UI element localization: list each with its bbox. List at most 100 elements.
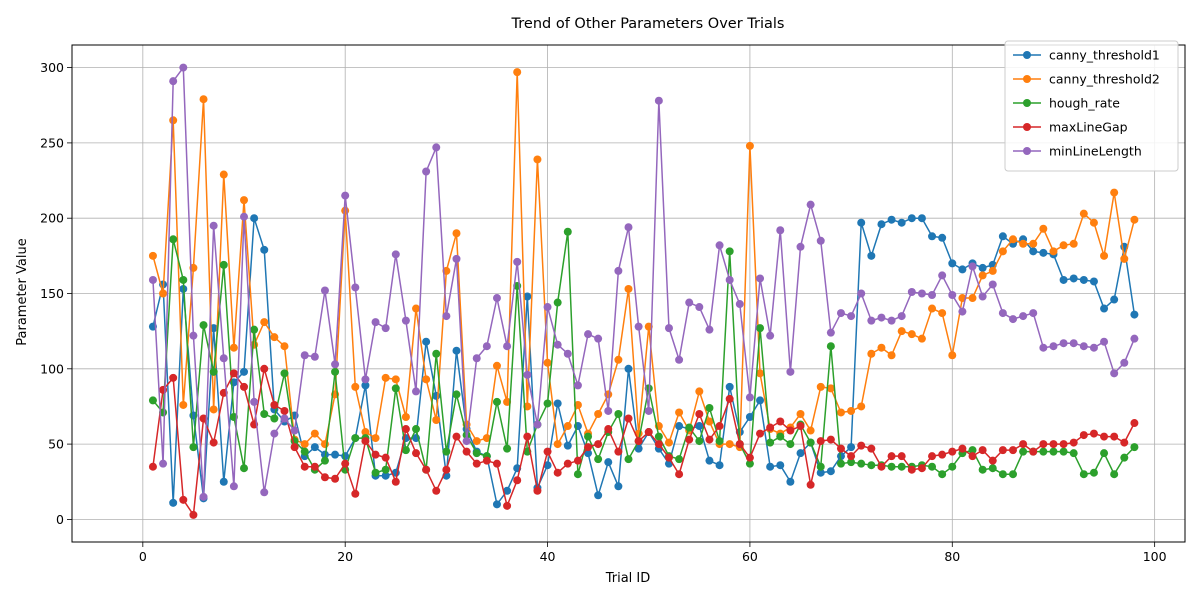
data-point bbox=[978, 465, 987, 474]
data-point bbox=[179, 495, 188, 504]
data-point bbox=[644, 406, 653, 415]
data-point bbox=[209, 438, 218, 447]
data-point bbox=[917, 464, 926, 473]
data-point bbox=[938, 309, 947, 318]
data-point bbox=[695, 387, 704, 396]
legend-item-minlinelength: minLineLength bbox=[1013, 144, 1142, 159]
data-point bbox=[1039, 447, 1048, 456]
data-point bbox=[998, 470, 1007, 479]
data-point bbox=[695, 409, 704, 418]
data-point bbox=[826, 384, 835, 393]
data-point bbox=[452, 254, 461, 263]
data-point bbox=[391, 250, 400, 259]
data-point bbox=[209, 221, 218, 230]
data-point bbox=[1120, 438, 1129, 447]
data-point bbox=[897, 462, 906, 471]
legend: canny_threshold1 canny_threshold2 hough_ra… bbox=[1004, 40, 1179, 172]
data-point bbox=[634, 322, 643, 331]
data-point bbox=[1120, 254, 1129, 263]
data-point bbox=[189, 510, 198, 519]
data-point bbox=[199, 492, 208, 501]
data-point bbox=[756, 324, 765, 333]
legend-label: canny_threshold2 bbox=[1049, 72, 1160, 87]
data-point bbox=[897, 218, 906, 227]
data-point bbox=[240, 382, 249, 391]
series-maxlinegap bbox=[148, 364, 1139, 519]
data-point bbox=[826, 342, 835, 351]
data-point bbox=[928, 291, 937, 300]
data-point bbox=[412, 425, 421, 434]
data-point bbox=[695, 437, 704, 446]
y-tick-label: 100 bbox=[40, 361, 64, 376]
data-point bbox=[604, 425, 613, 434]
legend-swatch-marker bbox=[1023, 75, 1031, 83]
data-point bbox=[260, 409, 269, 418]
data-point bbox=[442, 447, 451, 456]
data-point bbox=[685, 298, 694, 307]
data-point bbox=[675, 455, 684, 464]
data-point bbox=[1069, 449, 1078, 458]
data-point bbox=[482, 434, 491, 443]
data-point bbox=[816, 468, 825, 477]
data-point bbox=[1008, 470, 1017, 479]
data-point bbox=[654, 440, 663, 449]
data-point bbox=[725, 382, 734, 391]
data-point bbox=[503, 342, 512, 351]
data-point bbox=[310, 352, 319, 361]
data-point bbox=[361, 437, 370, 446]
data-point bbox=[968, 446, 977, 455]
data-point bbox=[594, 334, 603, 343]
data-point bbox=[877, 462, 886, 471]
data-point bbox=[705, 435, 714, 444]
data-point bbox=[401, 316, 410, 325]
data-point bbox=[1130, 215, 1139, 224]
data-point bbox=[978, 271, 987, 280]
data-point bbox=[492, 361, 501, 370]
data-point bbox=[826, 328, 835, 337]
data-point bbox=[361, 381, 370, 390]
data-point bbox=[897, 452, 906, 461]
data-point bbox=[624, 414, 633, 423]
data-point bbox=[320, 286, 329, 295]
data-point bbox=[1039, 343, 1048, 352]
x-tick-label: 80 bbox=[944, 549, 960, 564]
data-point bbox=[543, 461, 552, 470]
data-point bbox=[472, 459, 481, 468]
axis-ticks: 0 20 40 60 80 100 0 50 100 150 200 250 300 bbox=[40, 60, 1166, 564]
data-point bbox=[432, 349, 441, 358]
data-point bbox=[998, 232, 1007, 241]
data-point bbox=[361, 375, 370, 384]
data-point bbox=[796, 242, 805, 251]
data-point bbox=[695, 303, 704, 312]
data-point bbox=[381, 471, 390, 480]
data-point bbox=[938, 470, 947, 479]
data-point bbox=[867, 251, 876, 260]
data-point bbox=[836, 459, 845, 468]
data-point bbox=[563, 349, 572, 358]
data-point bbox=[462, 437, 471, 446]
data-point bbox=[1089, 468, 1098, 477]
data-point bbox=[725, 247, 734, 256]
data-point bbox=[928, 462, 937, 471]
data-point bbox=[1059, 339, 1068, 348]
data-point bbox=[604, 406, 613, 415]
data-point bbox=[1089, 277, 1098, 286]
data-point bbox=[938, 233, 947, 242]
data-point bbox=[766, 438, 775, 447]
data-point bbox=[624, 284, 633, 293]
data-point bbox=[998, 247, 1007, 256]
data-point bbox=[503, 397, 512, 406]
data-point bbox=[280, 369, 289, 378]
data-point bbox=[219, 170, 228, 179]
data-point bbox=[422, 337, 431, 346]
data-point bbox=[877, 343, 886, 352]
data-point bbox=[877, 313, 886, 322]
data-point bbox=[756, 429, 765, 438]
data-point bbox=[847, 443, 856, 452]
data-point bbox=[1059, 447, 1068, 456]
data-point bbox=[492, 459, 501, 468]
data-point bbox=[381, 453, 390, 462]
data-point bbox=[756, 369, 765, 378]
data-point bbox=[422, 375, 431, 384]
